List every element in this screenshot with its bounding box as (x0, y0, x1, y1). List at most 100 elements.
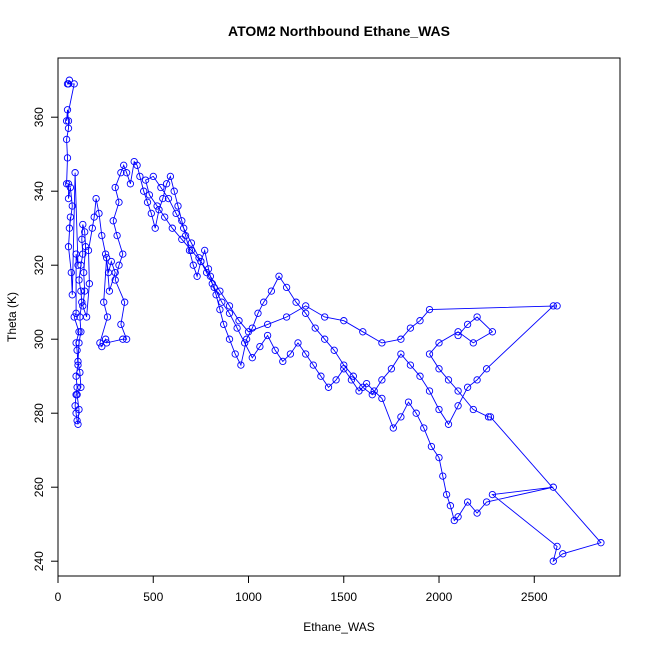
data-point (68, 291, 76, 299)
data-point (149, 172, 157, 181)
data-point (597, 539, 605, 547)
data-point (71, 169, 79, 177)
data-point (397, 350, 405, 358)
data-point (174, 202, 182, 210)
data-point (204, 265, 213, 273)
data-point (347, 376, 356, 384)
data-point (73, 416, 81, 425)
data-point (484, 413, 493, 421)
data-point (218, 298, 226, 306)
data-point (181, 231, 190, 240)
data-point (187, 239, 196, 247)
data-point (553, 542, 561, 551)
data-point (210, 283, 218, 292)
data-point (482, 365, 491, 373)
x-tick-label: 500 (143, 590, 163, 604)
data-point (463, 383, 472, 391)
data-point (151, 224, 159, 232)
data-point (404, 398, 413, 406)
y-tick-label: 300 (32, 329, 46, 349)
data-point (340, 361, 348, 369)
x-axis-label: Ethane_WAS (303, 620, 375, 634)
y-tick-label: 240 (32, 551, 46, 571)
y-tick-label: 340 (32, 181, 46, 201)
data-point (64, 117, 73, 125)
data-point (84, 246, 93, 255)
data-point (439, 472, 447, 480)
data-point (488, 490, 497, 499)
data-point (66, 183, 75, 192)
data-point (241, 339, 249, 347)
data-point (225, 309, 234, 317)
y-tick-label: 260 (32, 477, 46, 497)
data-point (107, 257, 115, 266)
data-point (235, 317, 243, 325)
data-point (79, 250, 87, 258)
data-point (463, 320, 472, 329)
data-point (368, 391, 376, 399)
data-point (282, 313, 291, 321)
data-point (162, 180, 171, 188)
data-point (77, 328, 85, 336)
data-point (387, 365, 396, 373)
data-point (120, 161, 128, 169)
data-point (77, 261, 85, 269)
data-point (233, 324, 241, 332)
data-point (444, 376, 453, 384)
data-point (275, 272, 283, 280)
data-point (111, 183, 119, 192)
data-point (73, 383, 81, 391)
data-point (425, 387, 434, 395)
data-point (444, 420, 453, 428)
data-point (309, 361, 317, 369)
data-point (216, 287, 224, 295)
data-point (425, 350, 434, 358)
data-point (73, 391, 81, 399)
data-point (197, 257, 205, 266)
data-point (72, 309, 80, 317)
data-point (294, 339, 302, 347)
data-point (74, 361, 82, 369)
data-point (244, 328, 253, 336)
data-point (349, 372, 357, 380)
data-point (302, 350, 310, 358)
data-point (119, 335, 127, 343)
data-point (412, 409, 420, 417)
data-point (119, 250, 127, 258)
data-point (115, 198, 123, 206)
data-point (76, 368, 84, 377)
x-tick-label: 0 (55, 590, 62, 604)
data-point (397, 413, 405, 421)
data-point (122, 169, 131, 177)
data-point (74, 357, 82, 366)
data-point (330, 346, 338, 354)
data-point (302, 302, 310, 310)
data-point (225, 335, 234, 343)
data-point (389, 424, 397, 432)
data-point (64, 124, 73, 132)
data-point (111, 268, 119, 277)
data-point (420, 424, 428, 432)
data-point (75, 339, 83, 347)
data-point (362, 379, 371, 388)
data-point (62, 180, 71, 188)
data-point (378, 376, 386, 384)
data-point (454, 513, 462, 521)
data-point (559, 550, 567, 558)
data-point (435, 453, 443, 462)
data-point (72, 339, 80, 347)
data-point (115, 261, 123, 269)
y-tick-label: 280 (32, 403, 46, 423)
data-point (81, 287, 89, 295)
data-point (63, 154, 72, 162)
data-point (378, 394, 386, 403)
data-point (486, 413, 495, 421)
data-point (77, 287, 85, 295)
data-point (406, 361, 415, 369)
data-point (75, 328, 83, 336)
data-point (121, 298, 129, 306)
data-point (260, 298, 268, 306)
data-point (317, 372, 325, 380)
data-point (321, 335, 329, 343)
data-point (463, 498, 472, 506)
